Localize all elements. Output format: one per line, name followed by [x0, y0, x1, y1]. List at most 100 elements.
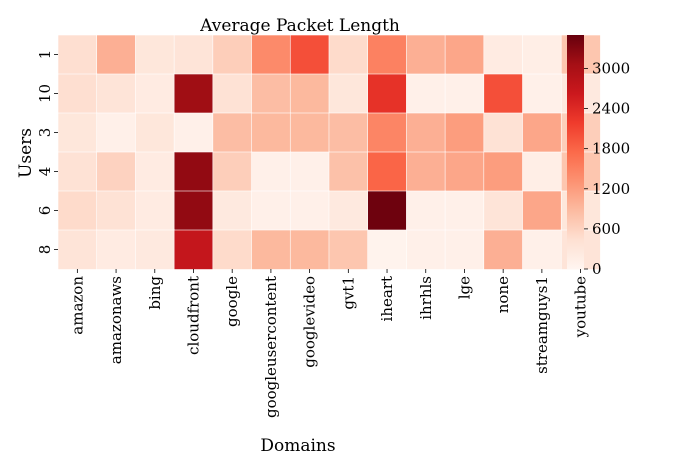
- heatmap-cell: [483, 34, 524, 75]
- heatmap-cell: [328, 73, 369, 114]
- heatmap-cell: [251, 229, 292, 270]
- heatmap-cell: [328, 229, 369, 270]
- heatmap-cell: [96, 73, 137, 114]
- heatmap-cell: [96, 112, 137, 153]
- heatmap-cell: [96, 229, 137, 270]
- heatmap-cell: [367, 34, 408, 75]
- heatmap-cell: [522, 34, 563, 75]
- y-axis-label: Users: [16, 128, 36, 178]
- heatmap-cell: [251, 151, 292, 192]
- heatmap-cell: [57, 112, 98, 153]
- heatmap-cell: [212, 190, 253, 231]
- x-tick-label: streamguys1: [533, 276, 551, 374]
- x-tick-label: amazonaws: [107, 276, 125, 364]
- heatmap-cell: [522, 190, 563, 231]
- heatmap-cell: [289, 112, 330, 153]
- heatmap-cells: [57, 34, 601, 270]
- heatmap-cell: [251, 190, 292, 231]
- colorbar-tick-label: 3000: [592, 59, 630, 77]
- heatmap-cell: [212, 73, 253, 114]
- heatmap-cell: [135, 112, 175, 153]
- x-tick-labels: amazon amazonaws bing cloudfront google googl…: [68, 269, 590, 418]
- heatmap-cell: [444, 112, 485, 153]
- heatmap-cell: [289, 190, 330, 231]
- heatmap-cell: [135, 151, 175, 192]
- heatmap-cell: [212, 34, 253, 75]
- x-axis-label: Domains: [260, 436, 335, 456]
- heatmap-cell: [173, 151, 214, 192]
- x-tick-label: googleusercontent: [262, 276, 280, 418]
- heatmap-cell: [367, 112, 408, 153]
- x-tick-label: iheart: [378, 276, 396, 321]
- y-tick-label: 10: [36, 84, 54, 103]
- y-tick-label: 1: [36, 50, 54, 60]
- chart-title: Average Packet Length: [199, 16, 400, 36]
- heatmap-cell: [96, 190, 137, 231]
- heatmap-cell: [173, 190, 214, 231]
- x-tick-label: youtube: [572, 276, 590, 338]
- heatmap-cell: [483, 73, 524, 114]
- heatmap-cell: [483, 151, 524, 192]
- heatmap-cell: [522, 112, 563, 153]
- heatmap-cell: [135, 73, 175, 114]
- heatmap-cell: [406, 151, 446, 192]
- x-tick-label: google: [223, 276, 241, 327]
- heatmap-cell: [406, 34, 446, 75]
- colorbar-tick-label: 0: [592, 260, 602, 278]
- heatmap-cell: [57, 73, 98, 114]
- heatmap-cell: [328, 34, 369, 75]
- x-tick-label: cloudfront: [184, 276, 202, 355]
- colorbar-ticks: 0 600 1200 1800 2400 3000: [584, 59, 630, 278]
- heatmap-cell: [289, 151, 330, 192]
- heatmap-cell: [483, 190, 524, 231]
- x-tick-label: googlevideo: [301, 276, 319, 368]
- x-tick-label: gvt1: [339, 276, 357, 310]
- y-tick-label: 4: [36, 167, 54, 177]
- heatmap-cell: [96, 151, 137, 192]
- heatmap-cell: [289, 34, 330, 75]
- y-tick-labels: 1 10 3 4 6 8: [36, 50, 58, 255]
- heatmap-cell: [522, 151, 563, 192]
- heatmap-cell: [251, 73, 292, 114]
- heatmap-cell: [289, 229, 330, 270]
- colorbar-tick-label: 1800: [592, 140, 630, 158]
- heatmap-cell: [406, 190, 446, 231]
- y-tick-label: 8: [36, 245, 54, 255]
- heatmap-cell: [173, 112, 214, 153]
- heatmap-cell: [57, 151, 98, 192]
- heatmap-cell: [367, 73, 408, 114]
- heatmap-cell: [251, 112, 292, 153]
- heatmap-cell: [328, 151, 369, 192]
- colorbar-tick-label: 600: [592, 220, 621, 238]
- heatmap-cell: [96, 34, 137, 75]
- heatmap-cell: [212, 112, 253, 153]
- heatmap-cell: [483, 112, 524, 153]
- heatmap-cell: [406, 112, 446, 153]
- heatmap-cell: [135, 190, 175, 231]
- heatmap-cell: [367, 229, 408, 270]
- heatmap-cell: [251, 34, 292, 75]
- heatmap-cell: [212, 229, 253, 270]
- heatmap-cell: [522, 73, 563, 114]
- y-tick-label: 6: [36, 206, 54, 216]
- heatmap-cell: [173, 229, 214, 270]
- x-tick-label: lge: [455, 276, 473, 299]
- heatmap-cell: [444, 34, 485, 75]
- colorbar-tick-label: 2400: [592, 100, 630, 118]
- y-tick-label: 3: [36, 128, 54, 138]
- colorbar: [567, 35, 584, 269]
- heatmap-cell: [367, 151, 408, 192]
- x-tick-label: bing: [146, 276, 164, 310]
- heatmap-cell: [444, 190, 485, 231]
- x-tick-label: amazon: [68, 276, 86, 335]
- heatmap-cell: [212, 151, 253, 192]
- heatmap-cell: [57, 34, 98, 75]
- heatmap-cell: [406, 229, 446, 270]
- heatmap-cell: [328, 190, 369, 231]
- colorbar-tick-label: 1200: [592, 180, 630, 198]
- heatmap-cell: [444, 73, 485, 114]
- heatmap-cell: [483, 229, 524, 270]
- heatmap-cell: [367, 190, 408, 231]
- heatmap-cell: [522, 229, 563, 270]
- heatmap-cell: [173, 34, 214, 75]
